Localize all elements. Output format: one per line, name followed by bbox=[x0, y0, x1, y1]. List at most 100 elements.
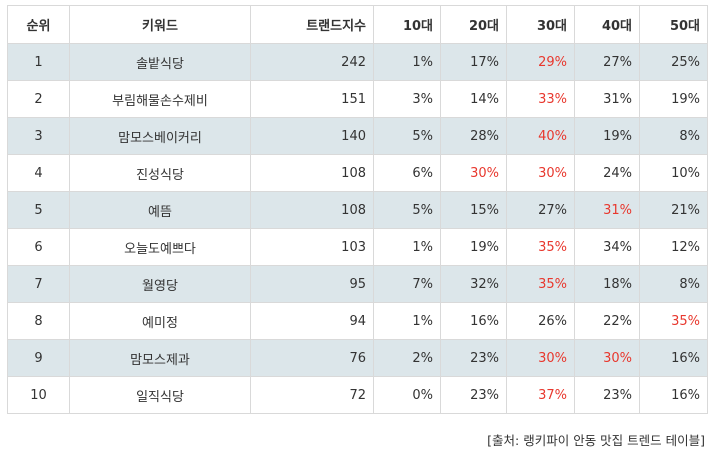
cell-trend-index: 108 bbox=[250, 154, 374, 192]
cell-age-10s: 0% bbox=[373, 376, 441, 414]
header-age-30s: 30대 bbox=[506, 5, 575, 44]
header-trend-index: 트랜드지수 bbox=[250, 5, 374, 44]
trend-table-container: 순위 키워드 트랜드지수 10대 20대 30대 40대 50대 1 솔밭식당 24… bbox=[7, 5, 708, 414]
cell-age-50s: 12% bbox=[639, 228, 708, 266]
cell-trend-index: 108 bbox=[250, 191, 374, 229]
cell-age-50s: 8% bbox=[639, 265, 708, 303]
cell-age-40s: 23% bbox=[574, 376, 640, 414]
cell-rank: 8 bbox=[7, 302, 70, 340]
cell-age-20s: 28% bbox=[440, 117, 507, 155]
cell-age-10s: 2% bbox=[373, 339, 441, 377]
table-row: 6 오늘도예쁘다 103 1% 19% 35% 34% 12% bbox=[7, 228, 708, 266]
table-row: 9 맘모스제과 76 2% 23% 30% 30% 16% bbox=[7, 339, 708, 377]
cell-rank: 6 bbox=[7, 228, 70, 266]
cell-keyword: 예뜸 bbox=[69, 191, 251, 229]
cell-age-20s: 16% bbox=[440, 302, 507, 340]
cell-age-30s: 35% bbox=[506, 265, 575, 303]
cell-trend-index: 140 bbox=[250, 117, 374, 155]
table-row: 5 예뜸 108 5% 15% 27% 31% 21% bbox=[7, 191, 708, 229]
cell-age-40s: 31% bbox=[574, 80, 640, 118]
cell-age-30s: 40% bbox=[506, 117, 575, 155]
cell-age-30s: 33% bbox=[506, 80, 575, 118]
cell-age-50s: 8% bbox=[639, 117, 708, 155]
table-row: 3 맘모스베이커리 140 5% 28% 40% 19% 8% bbox=[7, 117, 708, 155]
cell-age-20s: 19% bbox=[440, 228, 507, 266]
header-rank: 순위 bbox=[7, 5, 70, 44]
table-row: 1 솔밭식당 242 1% 17% 29% 27% 25% bbox=[7, 43, 708, 81]
cell-age-30s: 30% bbox=[506, 154, 575, 192]
header-keyword: 키워드 bbox=[69, 5, 251, 44]
cell-keyword: 예미정 bbox=[69, 302, 251, 340]
cell-keyword: 부림해물손수제비 bbox=[69, 80, 251, 118]
cell-age-10s: 1% bbox=[373, 43, 441, 81]
cell-keyword: 월영당 bbox=[69, 265, 251, 303]
cell-age-50s: 19% bbox=[639, 80, 708, 118]
cell-age-40s: 27% bbox=[574, 43, 640, 81]
trend-table: 순위 키워드 트랜드지수 10대 20대 30대 40대 50대 1 솔밭식당 24… bbox=[7, 5, 708, 414]
cell-age-10s: 5% bbox=[373, 117, 441, 155]
table-row: 4 진성식당 108 6% 30% 30% 24% 10% bbox=[7, 154, 708, 192]
cell-age-50s: 25% bbox=[639, 43, 708, 81]
source-caption: [출처: 랭키파이 안동 맛집 트렌드 테이블] bbox=[487, 433, 705, 448]
cell-rank: 1 bbox=[7, 43, 70, 81]
table-row: 2 부림해물손수제비 151 3% 14% 33% 31% 19% bbox=[7, 80, 708, 118]
cell-age-40s: 30% bbox=[574, 339, 640, 377]
header-age-20s: 20대 bbox=[440, 5, 507, 44]
cell-age-50s: 10% bbox=[639, 154, 708, 192]
cell-trend-index: 94 bbox=[250, 302, 374, 340]
cell-age-10s: 1% bbox=[373, 302, 441, 340]
cell-age-30s: 29% bbox=[506, 43, 575, 81]
cell-age-40s: 34% bbox=[574, 228, 640, 266]
cell-rank: 2 bbox=[7, 80, 70, 118]
cell-trend-index: 95 bbox=[250, 265, 374, 303]
cell-age-40s: 19% bbox=[574, 117, 640, 155]
cell-age-30s: 27% bbox=[506, 191, 575, 229]
cell-age-10s: 1% bbox=[373, 228, 441, 266]
cell-keyword: 오늘도예쁘다 bbox=[69, 228, 251, 266]
cell-age-10s: 5% bbox=[373, 191, 441, 229]
cell-keyword: 맘모스제과 bbox=[69, 339, 251, 377]
cell-age-40s: 22% bbox=[574, 302, 640, 340]
cell-keyword: 진성식당 bbox=[69, 154, 251, 192]
cell-age-30s: 30% bbox=[506, 339, 575, 377]
table-header-row: 순위 키워드 트랜드지수 10대 20대 30대 40대 50대 bbox=[7, 5, 708, 44]
cell-age-20s: 32% bbox=[440, 265, 507, 303]
cell-age-10s: 6% bbox=[373, 154, 441, 192]
cell-age-30s: 26% bbox=[506, 302, 575, 340]
header-age-40s: 40대 bbox=[574, 5, 640, 44]
cell-trend-index: 76 bbox=[250, 339, 374, 377]
cell-age-50s: 16% bbox=[639, 339, 708, 377]
cell-trend-index: 242 bbox=[250, 43, 374, 81]
cell-trend-index: 72 bbox=[250, 376, 374, 414]
cell-age-50s: 35% bbox=[639, 302, 708, 340]
cell-rank: 7 bbox=[7, 265, 70, 303]
cell-age-20s: 23% bbox=[440, 376, 507, 414]
table-row: 10 일직식당 72 0% 23% 37% 23% 16% bbox=[7, 376, 708, 414]
cell-age-40s: 24% bbox=[574, 154, 640, 192]
cell-keyword: 맘모스베이커리 bbox=[69, 117, 251, 155]
cell-age-10s: 3% bbox=[373, 80, 441, 118]
cell-rank: 4 bbox=[7, 154, 70, 192]
cell-age-50s: 16% bbox=[639, 376, 708, 414]
cell-age-40s: 31% bbox=[574, 191, 640, 229]
cell-rank: 10 bbox=[7, 376, 70, 414]
cell-age-20s: 17% bbox=[440, 43, 507, 81]
header-age-10s: 10대 bbox=[373, 5, 441, 44]
cell-trend-index: 151 bbox=[250, 80, 374, 118]
cell-age-40s: 18% bbox=[574, 265, 640, 303]
table-row: 8 예미정 94 1% 16% 26% 22% 35% bbox=[7, 302, 708, 340]
cell-age-10s: 7% bbox=[373, 265, 441, 303]
cell-rank: 3 bbox=[7, 117, 70, 155]
cell-keyword: 일직식당 bbox=[69, 376, 251, 414]
cell-age-20s: 15% bbox=[440, 191, 507, 229]
cell-rank: 9 bbox=[7, 339, 70, 377]
cell-age-20s: 23% bbox=[440, 339, 507, 377]
cell-age-20s: 14% bbox=[440, 80, 507, 118]
cell-age-20s: 30% bbox=[440, 154, 507, 192]
cell-trend-index: 103 bbox=[250, 228, 374, 266]
table-body: 1 솔밭식당 242 1% 17% 29% 27% 25% 2 부림해물손수제비 151 3% 14% 3… bbox=[7, 43, 708, 414]
cell-age-30s: 37% bbox=[506, 376, 575, 414]
table-row: 7 월영당 95 7% 32% 35% 18% 8% bbox=[7, 265, 708, 303]
cell-age-30s: 35% bbox=[506, 228, 575, 266]
cell-rank: 5 bbox=[7, 191, 70, 229]
